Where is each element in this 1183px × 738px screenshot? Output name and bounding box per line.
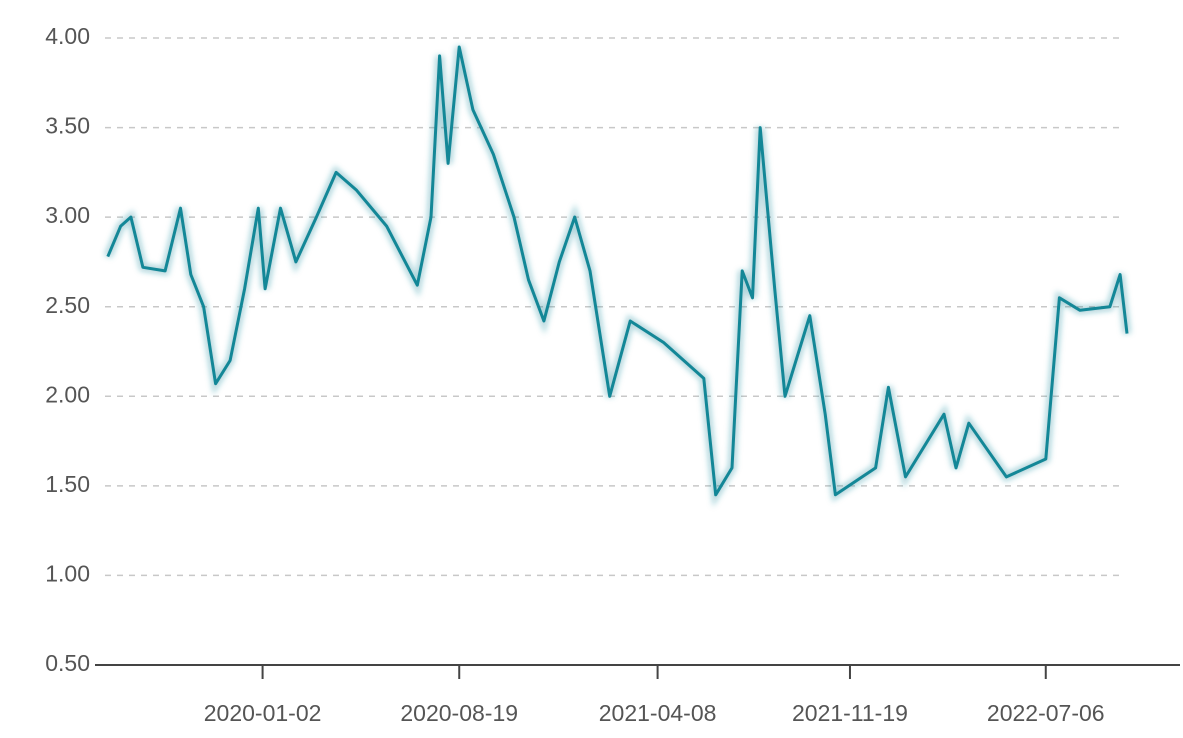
y-tick-label: 0.50 <box>45 650 90 676</box>
y-tick-label: 2.00 <box>45 381 90 407</box>
x-tick-label: 2020-01-02 <box>204 700 322 726</box>
line <box>106 45 1129 497</box>
x-tick-label: 2021-04-08 <box>599 700 717 726</box>
y-tick-label: 3.50 <box>45 113 90 139</box>
x-tick-label: 2021-11-19 <box>792 700 908 726</box>
y-tick-label: 2.50 <box>45 292 90 318</box>
y-tick-label: 3.00 <box>45 202 90 228</box>
x-tick-label: 2020-08-19 <box>400 700 518 726</box>
line-glow <box>104 46 1131 508</box>
y-tick-label: 1.00 <box>45 561 90 587</box>
x-tick-label: 2022-07-06 <box>987 700 1105 726</box>
y-tick-label: 4.00 <box>45 23 90 49</box>
y-tick-label: 1.50 <box>45 471 90 497</box>
